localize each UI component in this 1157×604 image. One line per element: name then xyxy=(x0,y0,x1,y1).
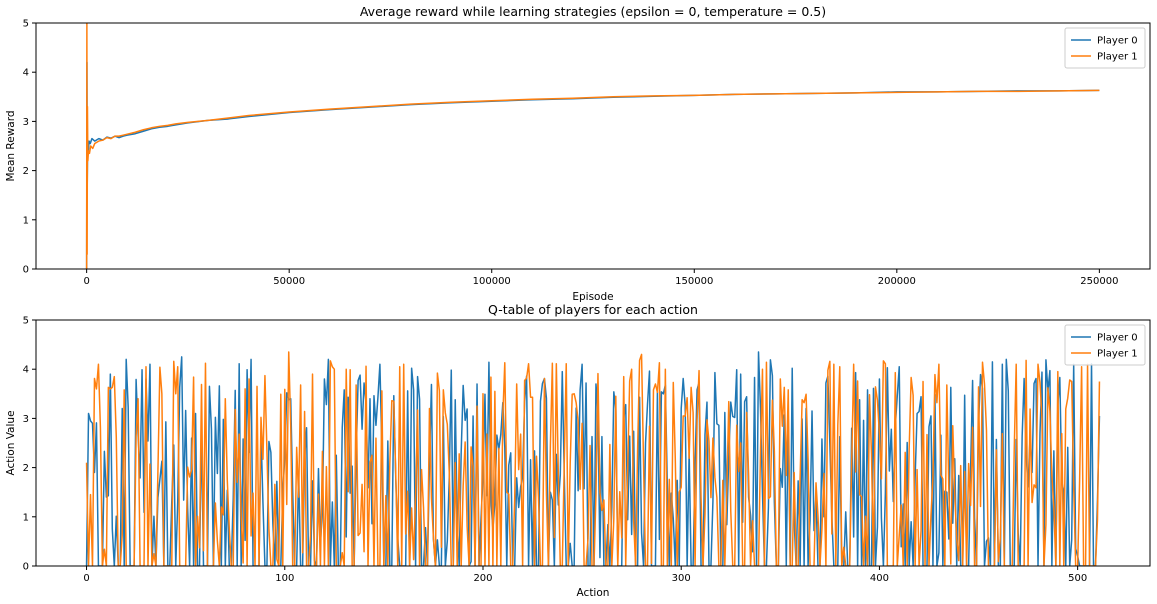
qtable-chart-line-player-0 xyxy=(85,351,1101,566)
reward-chart-xlabel: Episode xyxy=(572,291,613,303)
reward-chart-xtick-label: 250000 xyxy=(1080,276,1118,287)
qtable-chart-xlabel: Action xyxy=(577,587,610,599)
reward-chart-ytick-label: 4 xyxy=(23,68,29,79)
reward-chart-xtick-label: 100000 xyxy=(473,276,511,287)
reward-chart-ticks: 0 50000 100000 150000 200000 250000 0 1 2 3 4 5 xyxy=(23,19,1119,288)
reward-chart-legend-box xyxy=(1064,27,1146,69)
qtable-chart-xtick-label: 400 xyxy=(870,573,889,584)
reward-chart-title: Average reward while learning strategies… xyxy=(360,4,826,19)
qtable-chart-xtick-label: 0 xyxy=(83,573,89,584)
reward-chart-ytick-label: 0 xyxy=(23,265,29,276)
reward-chart-xtick-label: 0 xyxy=(83,276,89,287)
reward-chart-ytick-label: 1 xyxy=(23,215,29,226)
qtable-chart-ytick-label: 5 xyxy=(23,316,29,327)
qtable-chart-legend-label: Player 1 xyxy=(1097,349,1138,360)
qtable-chart-frame xyxy=(35,319,1151,567)
reward-chart: Average reward while learning strategies… xyxy=(5,4,1151,303)
qtable-chart-xtick-label: 500 xyxy=(1068,573,1087,584)
reward-chart-ytick-label: 5 xyxy=(23,19,29,30)
qtable-chart-ytick-label: 3 xyxy=(23,414,29,425)
qtable-chart-xtick-label: 100 xyxy=(275,573,294,584)
reward-chart-ytick-label: 3 xyxy=(23,117,29,128)
reward-chart-legend-label: Player 1 xyxy=(1097,52,1138,63)
reward-chart-xtick-label: 200000 xyxy=(878,276,916,287)
qtable-chart-line-player-1 xyxy=(85,351,1101,566)
qtable-chart-xtick-label: 300 xyxy=(672,573,691,584)
qtable-chart-legend: Player 0 Player 1 xyxy=(1064,324,1146,366)
qtable-chart-title: Q-table of players for each action xyxy=(488,302,698,317)
reward-chart-series xyxy=(85,23,1100,269)
qtable-chart-legend-box xyxy=(1064,324,1146,366)
qtable-chart-ytick-label: 2 xyxy=(23,463,29,474)
qtable-chart: Q-table of players for each action 0 100 2… xyxy=(5,302,1151,599)
qtable-chart-ylabel: Action Value xyxy=(5,410,17,475)
qtable-chart-legend-label: Player 0 xyxy=(1097,333,1138,344)
reward-chart-xtick-label: 50000 xyxy=(273,276,305,287)
reward-chart-ytick-label: 2 xyxy=(23,166,29,177)
qtable-chart-ytick-label: 4 xyxy=(23,365,29,376)
qtable-chart-xtick-label: 200 xyxy=(473,573,492,584)
qtable-chart-series xyxy=(85,351,1101,566)
qtable-chart-ticks: 0 100 200 300 400 500 0 1 2 3 4 5 xyxy=(23,316,1088,585)
reward-chart-ylabel: Mean Reward xyxy=(5,110,17,181)
reward-chart-xtick-label: 150000 xyxy=(675,276,713,287)
reward-chart-legend-label: Player 0 xyxy=(1097,36,1138,47)
qtable-chart-ytick-label: 0 xyxy=(23,562,29,573)
qtable-chart-ytick-label: 1 xyxy=(23,512,29,523)
reward-chart-legend: Player 0 Player 1 xyxy=(1064,27,1146,69)
reward-chart-frame xyxy=(35,22,1151,270)
reward-chart-line-player-1 xyxy=(85,23,1100,269)
